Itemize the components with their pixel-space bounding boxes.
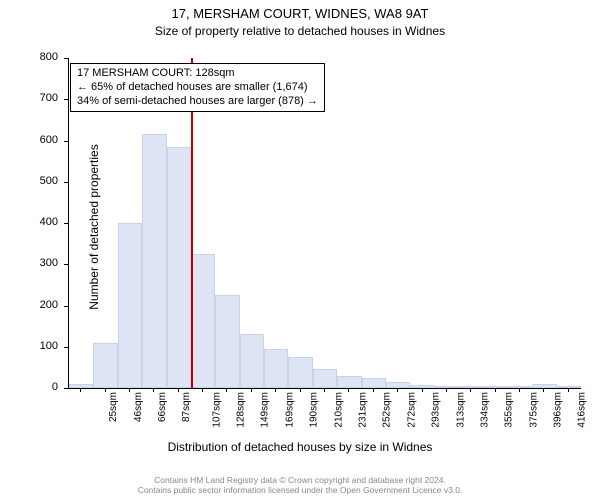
x-tick-mark xyxy=(397,388,398,392)
x-tick-label: 293sqm xyxy=(431,392,442,428)
x-tick-label: 416sqm xyxy=(577,392,588,428)
x-tick-label: 210sqm xyxy=(333,392,344,428)
x-tick-label: 396sqm xyxy=(553,392,564,428)
x-tick-mark xyxy=(373,388,374,392)
y-tick-mark xyxy=(64,264,68,265)
histogram-bar xyxy=(313,369,337,388)
histogram-bar xyxy=(191,254,215,388)
x-tick-mark xyxy=(202,388,203,392)
x-axis-label: Distribution of detached houses by size … xyxy=(0,440,600,454)
histogram-bar xyxy=(215,295,239,388)
histogram-bar xyxy=(142,134,166,388)
x-tick-label: 272sqm xyxy=(406,392,417,428)
footnote: Contains HM Land Registry data © Crown c… xyxy=(0,475,600,496)
x-tick-label: 107sqm xyxy=(211,392,222,428)
x-tick-mark xyxy=(80,388,81,392)
x-tick-label: 169sqm xyxy=(284,392,295,428)
y-tick-label: 600 xyxy=(8,134,58,146)
annot-line-2: ← 65% of detached houses are smaller (1,… xyxy=(77,81,308,93)
x-tick-mark xyxy=(422,388,423,392)
y-tick-label: 300 xyxy=(8,257,58,269)
x-tick-mark xyxy=(226,388,227,392)
histogram-bar xyxy=(118,223,142,388)
annot-line-1: 17 MERSHAM COURT: 128sqm xyxy=(77,67,235,79)
x-tick-mark xyxy=(251,388,252,392)
y-tick-label: 700 xyxy=(8,92,58,104)
x-tick-mark xyxy=(275,388,276,392)
histogram-bar xyxy=(240,334,264,388)
x-tick-label: 149sqm xyxy=(260,392,271,428)
y-tick-label: 800 xyxy=(8,51,58,63)
x-tick-label: 66sqm xyxy=(157,392,168,422)
x-tick-mark xyxy=(300,388,301,392)
x-tick-mark xyxy=(348,388,349,392)
y-tick-label: 500 xyxy=(8,175,58,187)
y-tick-mark xyxy=(64,306,68,307)
x-tick-label: 46sqm xyxy=(133,392,144,422)
histogram-bar xyxy=(93,343,117,388)
y-tick-mark xyxy=(64,58,68,59)
x-tick-mark xyxy=(129,388,130,392)
x-tick-mark xyxy=(470,388,471,392)
histogram-bar xyxy=(532,384,556,388)
x-tick-label: 334sqm xyxy=(479,392,490,428)
histogram-bar xyxy=(435,386,459,388)
annot-line-3: 34% of semi-detached houses are larger (… xyxy=(77,95,318,107)
x-tick-mark xyxy=(446,388,447,392)
y-tick-mark xyxy=(64,141,68,142)
x-tick-label: 190sqm xyxy=(309,392,320,428)
page-subtitle: Size of property relative to detached ho… xyxy=(0,24,600,38)
y-tick-mark xyxy=(64,223,68,224)
histogram-bar xyxy=(557,386,581,388)
x-tick-label: 87sqm xyxy=(181,392,192,422)
histogram-bar xyxy=(362,378,386,388)
x-tick-mark xyxy=(178,388,179,392)
y-tick-label: 400 xyxy=(8,216,58,228)
x-tick-mark xyxy=(324,388,325,392)
y-tick-mark xyxy=(64,388,68,389)
x-tick-label: 231sqm xyxy=(358,392,369,428)
annotation-box: 17 MERSHAM COURT: 128sqm ← 65% of detache… xyxy=(70,63,325,112)
y-tick-mark xyxy=(64,99,68,100)
x-tick-label: 252sqm xyxy=(382,392,393,428)
footnote-line-1: Contains HM Land Registry data © Crown c… xyxy=(154,475,446,485)
histogram-bar xyxy=(167,147,191,388)
histogram-bar xyxy=(483,386,507,388)
x-tick-mark xyxy=(153,388,154,392)
x-tick-mark xyxy=(543,388,544,392)
histogram-bar xyxy=(288,357,312,388)
x-tick-label: 128sqm xyxy=(236,392,247,428)
histogram-bar xyxy=(410,385,434,388)
histogram-bar xyxy=(337,376,361,388)
page-title: 17, MERSHAM COURT, WIDNES, WA8 9AT xyxy=(0,6,600,21)
x-tick-mark xyxy=(519,388,520,392)
x-tick-mark xyxy=(105,388,106,392)
x-tick-label: 313sqm xyxy=(455,392,466,428)
histogram-bar xyxy=(69,384,93,388)
footnote-line-2: Contains public sector information licen… xyxy=(138,485,463,495)
y-tick-label: 0 xyxy=(8,381,58,393)
y-tick-mark xyxy=(64,182,68,183)
histogram-bar xyxy=(459,386,483,388)
x-tick-label: 25sqm xyxy=(108,392,119,422)
x-tick-label: 375sqm xyxy=(528,392,539,428)
x-tick-mark xyxy=(495,388,496,392)
y-tick-label: 100 xyxy=(8,340,58,352)
histogram-bar xyxy=(264,349,288,388)
x-tick-label: 355sqm xyxy=(504,392,515,428)
y-tick-mark xyxy=(64,347,68,348)
chart-container: 17, MERSHAM COURT, WIDNES, WA8 9AT Size … xyxy=(0,0,600,500)
y-tick-label: 200 xyxy=(8,299,58,311)
x-tick-mark xyxy=(568,388,569,392)
